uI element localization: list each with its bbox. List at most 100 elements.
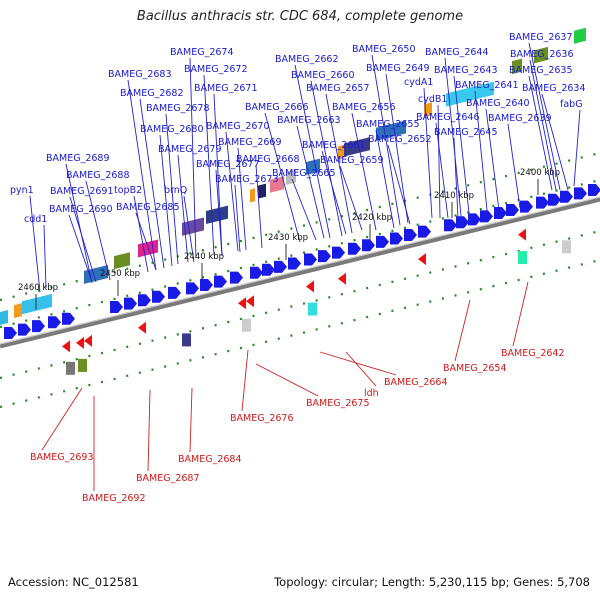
forward-gene-label: BAMEG_2670 <box>206 121 270 132</box>
forward-gene-label: BAMEG_2683 <box>108 69 172 80</box>
kbp-tick-label: 2440 kbp <box>184 252 224 262</box>
forward-gene-label: BAMEG_2672 <box>184 64 248 75</box>
reverse-gene-marker <box>338 272 346 285</box>
gene-arrow <box>288 257 301 270</box>
gene-arrow <box>168 286 181 299</box>
forward-leader-line <box>215 169 223 257</box>
forward-gene-label: cydB1 <box>418 94 447 105</box>
forward-leader-line <box>485 108 501 219</box>
reverse-gene-label: BAMEG_2676 <box>230 413 294 424</box>
kbp-tick-label: 2430 kbp <box>268 233 308 243</box>
forward-gene-label: topB2 <box>114 185 142 196</box>
forward-gene-label: brnQ <box>164 185 187 196</box>
forward-gene-label: BAMEG_2660 <box>291 70 355 81</box>
reverse-gene-block <box>182 333 191 347</box>
forward-leader-line <box>453 137 459 219</box>
gene-arrow <box>318 250 331 263</box>
reverse-gene-marker <box>62 340 70 353</box>
gene-feature-block <box>0 310 8 325</box>
reverse-gene-block <box>78 358 87 372</box>
gene-arrow <box>362 239 375 252</box>
forward-gene-label: BAMEG_2655 <box>356 119 420 130</box>
forward-leader-line <box>135 212 157 271</box>
forward-leader-line <box>371 54 401 226</box>
reverse-gene-label: ldh <box>364 388 379 399</box>
forward-gene-label: BAMEG_2677 <box>196 159 260 170</box>
forward-leader-line <box>225 131 239 252</box>
forward-gene-label: BAMEG_2649 <box>366 63 430 74</box>
genome-backbone-highlight <box>0 196 600 345</box>
gene-arrow <box>376 235 389 248</box>
gene-arrow <box>262 263 275 276</box>
forward-gene-label: BAMEG_2666 <box>245 102 309 113</box>
gene-arrow <box>548 193 561 206</box>
gene-arrow <box>48 316 61 329</box>
reverse-leader-line <box>512 281 529 347</box>
reverse-leader-line <box>147 389 151 472</box>
forward-gene-label: BAMEG_2661 <box>302 140 366 151</box>
reverse-gene-marker <box>238 297 246 310</box>
gene-arrow <box>404 229 417 242</box>
forward-leader-line <box>237 147 247 251</box>
forward-leader-line <box>65 163 93 284</box>
forward-gene-label: BAMEG_2652 <box>368 134 432 145</box>
forward-leader-line <box>351 112 377 231</box>
genome-info-text: Topology: circular; Length: 5,230,115 bp… <box>274 575 590 589</box>
reverse-gene-label: BAMEG_2642 <box>501 348 565 359</box>
forward-leader-line <box>43 224 47 289</box>
forward-leader-line <box>507 123 521 209</box>
reverse-gene-marker <box>84 334 92 347</box>
forward-leader-line <box>385 73 409 224</box>
kbp-tick-label: 2400 kbp <box>520 168 560 178</box>
kbp-tick-label: 2460 kbp <box>18 283 58 293</box>
forward-leader-line <box>444 57 463 226</box>
gene-feature-block <box>338 144 344 160</box>
genome-backbone <box>0 196 600 349</box>
gene-feature-block <box>446 81 494 107</box>
reverse-gene-marker <box>306 280 314 293</box>
gene-feature-block <box>114 252 130 270</box>
forward-leader-line <box>234 184 241 253</box>
forward-leader-line <box>127 79 157 271</box>
reverse-gene-block <box>518 251 527 265</box>
forward-leader-line <box>325 93 353 234</box>
forward-gene-label: BAMEG_2663 <box>277 115 341 126</box>
forward-gene-label: BAMEG_2650 <box>352 44 416 55</box>
gene-arrow <box>390 232 403 245</box>
forward-gene-label: BAMEG_2644 <box>425 47 489 58</box>
forward-leader-line <box>183 195 195 263</box>
gene-arrow <box>332 246 345 259</box>
forward-leader-line <box>339 165 363 231</box>
kbp-tick-label: 2410 kbp <box>434 191 474 201</box>
gene-arrow <box>480 210 493 223</box>
gene-feature-block <box>206 205 228 225</box>
gene-arrow <box>506 204 519 217</box>
gene-arrow <box>560 190 573 203</box>
forward-leader-line <box>573 109 581 187</box>
reverse-leader-line <box>345 351 377 387</box>
forward-gene-label: BAMEG_2636 <box>510 49 574 60</box>
forward-gene-label: fabG <box>560 99 583 110</box>
forward-leader-line <box>203 74 215 256</box>
forward-leader-line <box>165 113 179 265</box>
forward-gene-label: BAMEG_2689 <box>46 153 110 164</box>
forward-leader-line <box>133 195 149 273</box>
forward-gene-label: BAMEG_2637 <box>509 32 573 43</box>
gene-feature-block <box>376 120 406 141</box>
gene-arrow <box>348 242 361 255</box>
forward-gene-label: BAMEG_2669 <box>218 137 282 148</box>
reverse-gene-label: BAMEG_2675 <box>306 398 370 409</box>
gene-arrow <box>494 206 507 219</box>
gene-arrow <box>574 187 587 200</box>
forward-gene-label: BAMEG_2640 <box>466 98 530 109</box>
reverse-gene-label: BAMEG_2654 <box>443 363 507 374</box>
gene-arrow <box>4 327 17 340</box>
forward-leader-line <box>69 196 97 283</box>
forward-gene-label: BAMEG_2639 <box>488 113 552 124</box>
gene-arrow <box>468 213 481 226</box>
forward-gene-label: BAMEG_2691 <box>50 186 114 197</box>
forward-gene-label: pyn1 <box>10 185 34 196</box>
forward-leader-line <box>264 112 301 243</box>
gene-arrow <box>230 271 243 284</box>
